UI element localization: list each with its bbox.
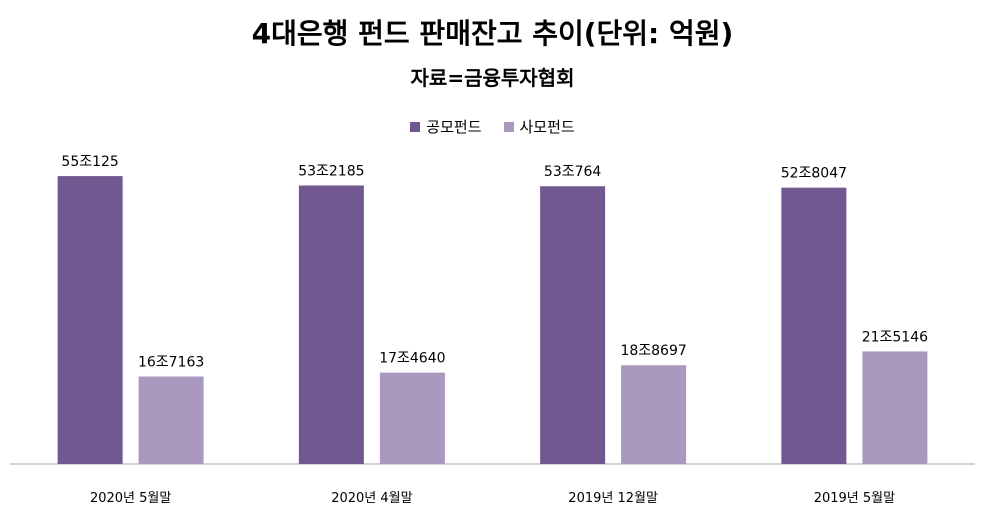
bar-private-fund <box>621 365 687 464</box>
data-label-private-fund: 16조7163 <box>138 355 204 371</box>
data-label-public-fund: 53조2185 <box>298 163 364 179</box>
data-label-public-fund: 52조8047 <box>781 166 847 182</box>
chart-subtitle: 자료=금융투자협회 <box>410 66 575 90</box>
bar-private-fund <box>138 376 204 464</box>
bar-public-fund <box>540 186 606 464</box>
data-label-private-fund: 21조5146 <box>862 329 928 345</box>
legend-item-public-fund: 공모펀드 <box>410 116 482 137</box>
x-tick-label: 2020년 4월말 <box>331 491 412 506</box>
x-tick-label: 2019년 5월말 <box>814 491 895 506</box>
data-label-public-fund: 53조764 <box>544 164 602 180</box>
bar-public-fund <box>57 176 123 464</box>
x-tick-label: 2019년 12월말 <box>568 491 658 506</box>
x-tick-label: 2020년 5월말 <box>90 491 171 506</box>
legend-swatch-public-fund <box>410 121 421 132</box>
legend-label-private-fund: 사모펀드 <box>519 118 575 136</box>
bar-private-fund <box>379 372 445 464</box>
legend: 공모펀드 사모펀드 <box>0 116 985 137</box>
data-label-private-fund: 17조4640 <box>379 351 445 367</box>
bar-public-fund <box>781 187 847 465</box>
legend-label-public-fund: 공모펀드 <box>426 118 482 136</box>
legend-item-private-fund: 사모펀드 <box>503 116 575 137</box>
legend-swatch-private-fund <box>503 121 514 132</box>
data-label-private-fund: 18조8697 <box>620 343 686 359</box>
chart-title: 4대은행 펀드 판매잔고 추이(단위: 억원) <box>251 17 734 50</box>
bar-public-fund <box>298 185 364 464</box>
bar-private-fund <box>862 351 928 464</box>
data-label-public-fund: 55조125 <box>61 154 118 170</box>
